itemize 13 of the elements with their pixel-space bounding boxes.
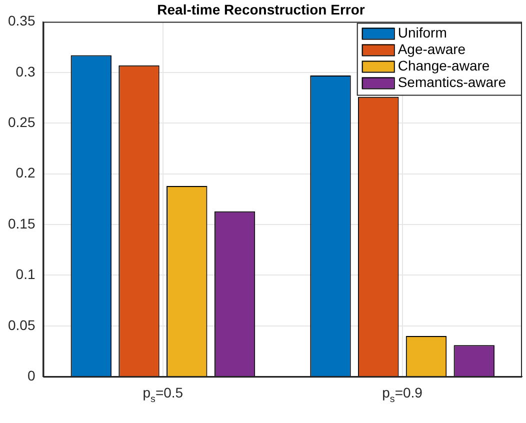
y-tick-label: 0.1: [16, 266, 36, 282]
y-tick-label: 0.05: [8, 316, 36, 333]
legend-label: Uniform: [398, 24, 447, 41]
legend-label: Age-aware: [398, 41, 466, 58]
y-tick-label: 0.25: [8, 114, 36, 130]
legend-label: Change-aware: [398, 58, 490, 74]
y-tick-label: 0.15: [8, 215, 36, 232]
legend-label: Semantics-aware: [398, 74, 506, 90]
y-tick-label: 0.3: [16, 63, 36, 80]
y-tick-label: 0.35: [8, 12, 36, 29]
chart-title: Real-time Reconstruction Error: [157, 1, 366, 18]
y-tick-label: 0: [27, 367, 36, 384]
y-tick-label: 0.2: [16, 164, 36, 181]
